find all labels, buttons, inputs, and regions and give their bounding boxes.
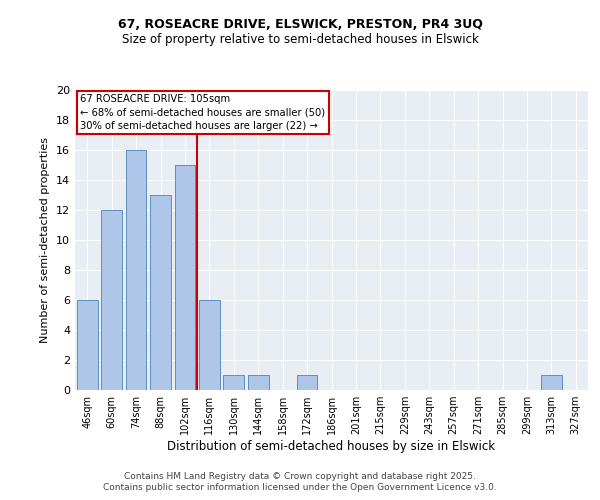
Bar — [296, 375, 317, 390]
X-axis label: Distribution of semi-detached houses by size in Elswick: Distribution of semi-detached houses by … — [167, 440, 496, 453]
Bar — [199, 300, 220, 390]
Bar — [101, 210, 122, 390]
Text: 67, ROSEACRE DRIVE, ELSWICK, PRESTON, PR4 3UQ: 67, ROSEACRE DRIVE, ELSWICK, PRESTON, PR… — [118, 18, 482, 30]
Text: Contains HM Land Registry data © Crown copyright and database right 2025.
Contai: Contains HM Land Registry data © Crown c… — [103, 472, 497, 492]
Bar — [541, 375, 562, 390]
Bar — [175, 165, 196, 390]
Bar — [223, 375, 244, 390]
Text: 67 ROSEACRE DRIVE: 105sqm
← 68% of semi-detached houses are smaller (50)
30% of : 67 ROSEACRE DRIVE: 105sqm ← 68% of semi-… — [80, 94, 325, 131]
Bar — [125, 150, 146, 390]
Bar — [77, 300, 98, 390]
Bar — [150, 195, 171, 390]
Y-axis label: Number of semi-detached properties: Number of semi-detached properties — [40, 137, 50, 343]
Text: Size of property relative to semi-detached houses in Elswick: Size of property relative to semi-detach… — [122, 32, 478, 46]
Bar — [248, 375, 269, 390]
